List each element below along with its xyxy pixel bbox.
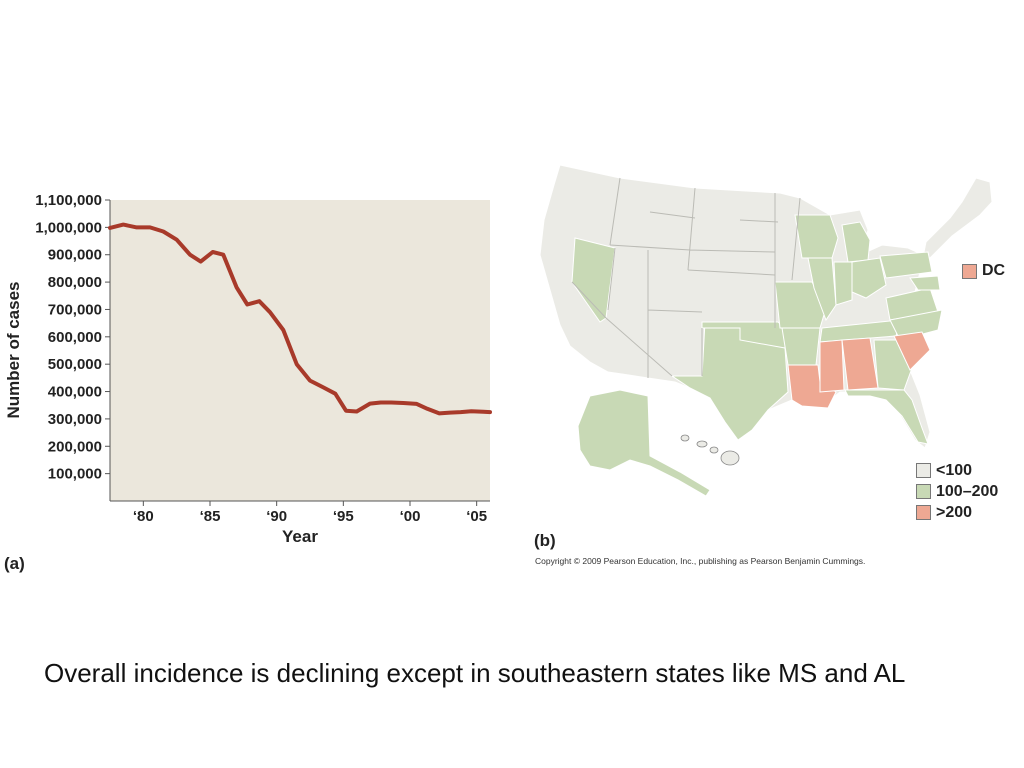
- state-alabama: [841, 337, 879, 391]
- y-tick-label: 500,000: [48, 356, 102, 373]
- slide-caption: Overall incidence is declining except in…: [44, 658, 906, 688]
- dc-marker: DC: [962, 262, 1005, 280]
- x-tick-label: ‘80: [133, 508, 154, 525]
- us-incidence-map: [539, 164, 993, 497]
- y-tick-label: 800,000: [48, 274, 102, 291]
- legend-swatch-high: [916, 505, 931, 520]
- case-count-line-chart: 100,000 200,000 300,000 400,000 500,000 600,0…: [4, 192, 492, 573]
- y-tick-label: 1,100,000: [35, 192, 102, 209]
- state-florida: [844, 389, 929, 445]
- y-tick-label: 900,000: [48, 247, 102, 264]
- map-legend: <100 100–200 >200: [916, 460, 998, 523]
- series-layer: [108, 222, 492, 416]
- y-tick-label: 700,000: [48, 301, 102, 318]
- state-hawaii: [680, 434, 740, 466]
- state-mississippi: [819, 339, 845, 393]
- state-illinois: [807, 257, 837, 322]
- y-axis-ticks: 100,000 200,000 300,000 400,000 500,000 600,0…: [35, 192, 110, 483]
- map-states: [539, 164, 993, 497]
- legend-label-mid: 100–200: [936, 482, 999, 500]
- y-tick-label: 1,000,000: [35, 219, 102, 236]
- state-michigan: [841, 221, 871, 263]
- y-tick-label: 400,000: [48, 384, 102, 401]
- state-wisconsin: [794, 214, 839, 259]
- y-axis-title: Number of cases: [4, 282, 23, 419]
- plot-area: [110, 200, 490, 501]
- y-tick-label: 600,000: [48, 329, 102, 346]
- legend-label-high: >200: [936, 503, 973, 521]
- dc-swatch: [962, 263, 977, 279]
- state-missouri: [774, 281, 827, 329]
- state-maryland: [909, 275, 941, 291]
- legend-item-low: <100: [916, 460, 998, 481]
- legend-item-mid: 100–200: [916, 481, 998, 502]
- x-tick-label: ‘00: [400, 508, 421, 525]
- state-borders: [571, 177, 801, 378]
- y-tick-label: 200,000: [48, 438, 102, 455]
- state-south-carolina: [893, 331, 931, 371]
- state-ohio: [851, 257, 887, 299]
- state-indiana: [833, 261, 853, 306]
- state-nevada: [571, 237, 616, 323]
- dc-label: DC: [982, 262, 1006, 279]
- state-pennsylvania: [879, 251, 933, 279]
- x-tick-label: ‘85: [200, 508, 221, 525]
- legend-item-high: >200: [916, 502, 998, 523]
- x-axis-ticks: ‘80 ‘85 ‘90 ‘95 ‘00 ‘05: [133, 501, 487, 525]
- panel-a-label: (a): [4, 554, 25, 573]
- copyright-notice: Copyright © 2009 Pearson Education, Inc.…: [535, 556, 866, 566]
- legend-label-low: <100: [936, 461, 973, 479]
- x-tick-label: ‘95: [333, 508, 354, 525]
- panel-b-label: (b): [534, 531, 556, 550]
- y-tick-label: 300,000: [48, 411, 102, 428]
- state-louisiana: [787, 364, 837, 409]
- x-tick-label: ‘90: [266, 508, 287, 525]
- legend-swatch-mid: [916, 484, 931, 499]
- state-alaska: [577, 389, 711, 497]
- legend-swatch-low: [916, 463, 931, 478]
- y-tick-label: 100,000: [48, 466, 102, 483]
- x-tick-label: ‘05: [466, 508, 487, 525]
- state-north-carolina: [889, 309, 943, 341]
- x-axis-title: Year: [282, 527, 318, 546]
- series-line: [108, 222, 492, 416]
- state-arkansas: [781, 327, 821, 366]
